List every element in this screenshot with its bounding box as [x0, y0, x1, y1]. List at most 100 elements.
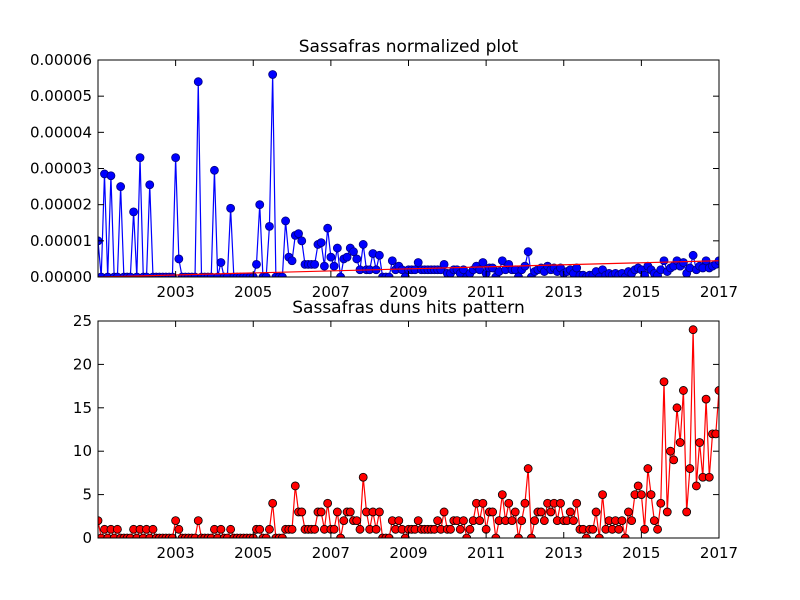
marker	[98, 272, 106, 277]
marker	[216, 524, 226, 534]
plot-area	[98, 325, 719, 538]
marker	[355, 524, 365, 534]
marker	[594, 272, 604, 277]
marker	[374, 507, 384, 517]
marker	[316, 238, 326, 248]
y-tick-label: 0.00003	[30, 160, 92, 178]
y-tick-label: 20	[73, 355, 92, 373]
marker	[171, 153, 181, 163]
marker	[478, 498, 488, 508]
marker	[319, 261, 329, 271]
marker	[106, 171, 116, 181]
marker	[675, 438, 685, 447]
marker	[685, 464, 695, 473]
marker	[252, 259, 261, 269]
marker	[339, 516, 349, 526]
marker	[98, 533, 106, 538]
marker	[297, 507, 307, 517]
marker	[695, 438, 704, 447]
marker	[643, 464, 653, 473]
x-tick-label: 2015	[622, 283, 660, 301]
marker	[400, 533, 410, 538]
y-tick-label: 0.00005	[30, 87, 92, 105]
marker	[116, 182, 126, 191]
marker	[210, 165, 219, 175]
marker	[459, 516, 468, 526]
x-tick-label: 2005	[234, 544, 272, 562]
x-tick-label: 2007	[312, 544, 350, 562]
marker	[213, 533, 223, 538]
marker	[439, 507, 449, 517]
marker	[125, 533, 135, 538]
series-line	[98, 260, 719, 277]
marker	[507, 516, 517, 526]
marker	[439, 259, 449, 269]
marker	[193, 516, 203, 526]
marker	[556, 498, 565, 508]
marker	[504, 498, 514, 508]
marker	[688, 325, 698, 335]
marker	[488, 507, 498, 517]
marker	[527, 533, 536, 538]
y-tick-label: 0.00004	[30, 123, 92, 141]
marker	[384, 533, 394, 538]
marker	[517, 516, 527, 526]
marker	[462, 533, 472, 538]
chart-title: Sassafras duns hits pattern	[292, 298, 524, 318]
marker	[329, 524, 339, 534]
marker	[523, 464, 533, 473]
marker	[510, 507, 520, 517]
x-tick-label: 2011	[467, 283, 505, 301]
plot-area	[98, 70, 719, 277]
marker	[711, 429, 719, 439]
y-tick-label: 0.00001	[30, 232, 92, 250]
marker	[413, 258, 423, 267]
marker	[132, 533, 142, 538]
marker	[640, 270, 649, 277]
marker	[520, 498, 530, 508]
marker	[688, 250, 698, 260]
marker	[277, 533, 287, 538]
marker	[358, 472, 368, 482]
marker	[265, 221, 274, 231]
marker	[649, 516, 659, 526]
marker	[287, 256, 297, 266]
marker	[539, 516, 549, 526]
marker	[475, 516, 485, 526]
marker	[640, 524, 649, 534]
marker	[588, 524, 598, 534]
marker	[310, 259, 320, 269]
marker	[352, 516, 362, 526]
marker	[384, 272, 394, 277]
x-tick-label: 2009	[389, 283, 427, 301]
marker	[659, 377, 669, 387]
marker	[255, 200, 265, 210]
marker	[704, 472, 714, 482]
marker	[342, 252, 352, 262]
marker	[113, 524, 122, 534]
marker	[345, 507, 355, 517]
marker	[400, 272, 410, 277]
marker	[514, 533, 523, 538]
marker	[701, 394, 711, 404]
marker	[352, 254, 362, 264]
x-tick-label: 2005	[234, 283, 272, 301]
marker	[135, 153, 145, 163]
marker	[190, 533, 200, 538]
marker	[255, 524, 265, 534]
marker	[714, 386, 719, 395]
marker	[627, 516, 637, 526]
marker	[138, 533, 148, 538]
marker	[672, 403, 682, 413]
data-layer	[98, 325, 719, 538]
marker	[679, 386, 688, 395]
marker	[358, 240, 368, 249]
marker	[98, 516, 103, 526]
marker	[530, 516, 540, 526]
marker	[103, 533, 113, 538]
marker	[336, 272, 345, 277]
marker	[669, 455, 679, 465]
marker	[323, 498, 333, 508]
marker	[682, 507, 692, 517]
y-tick-label: 15	[73, 399, 92, 417]
